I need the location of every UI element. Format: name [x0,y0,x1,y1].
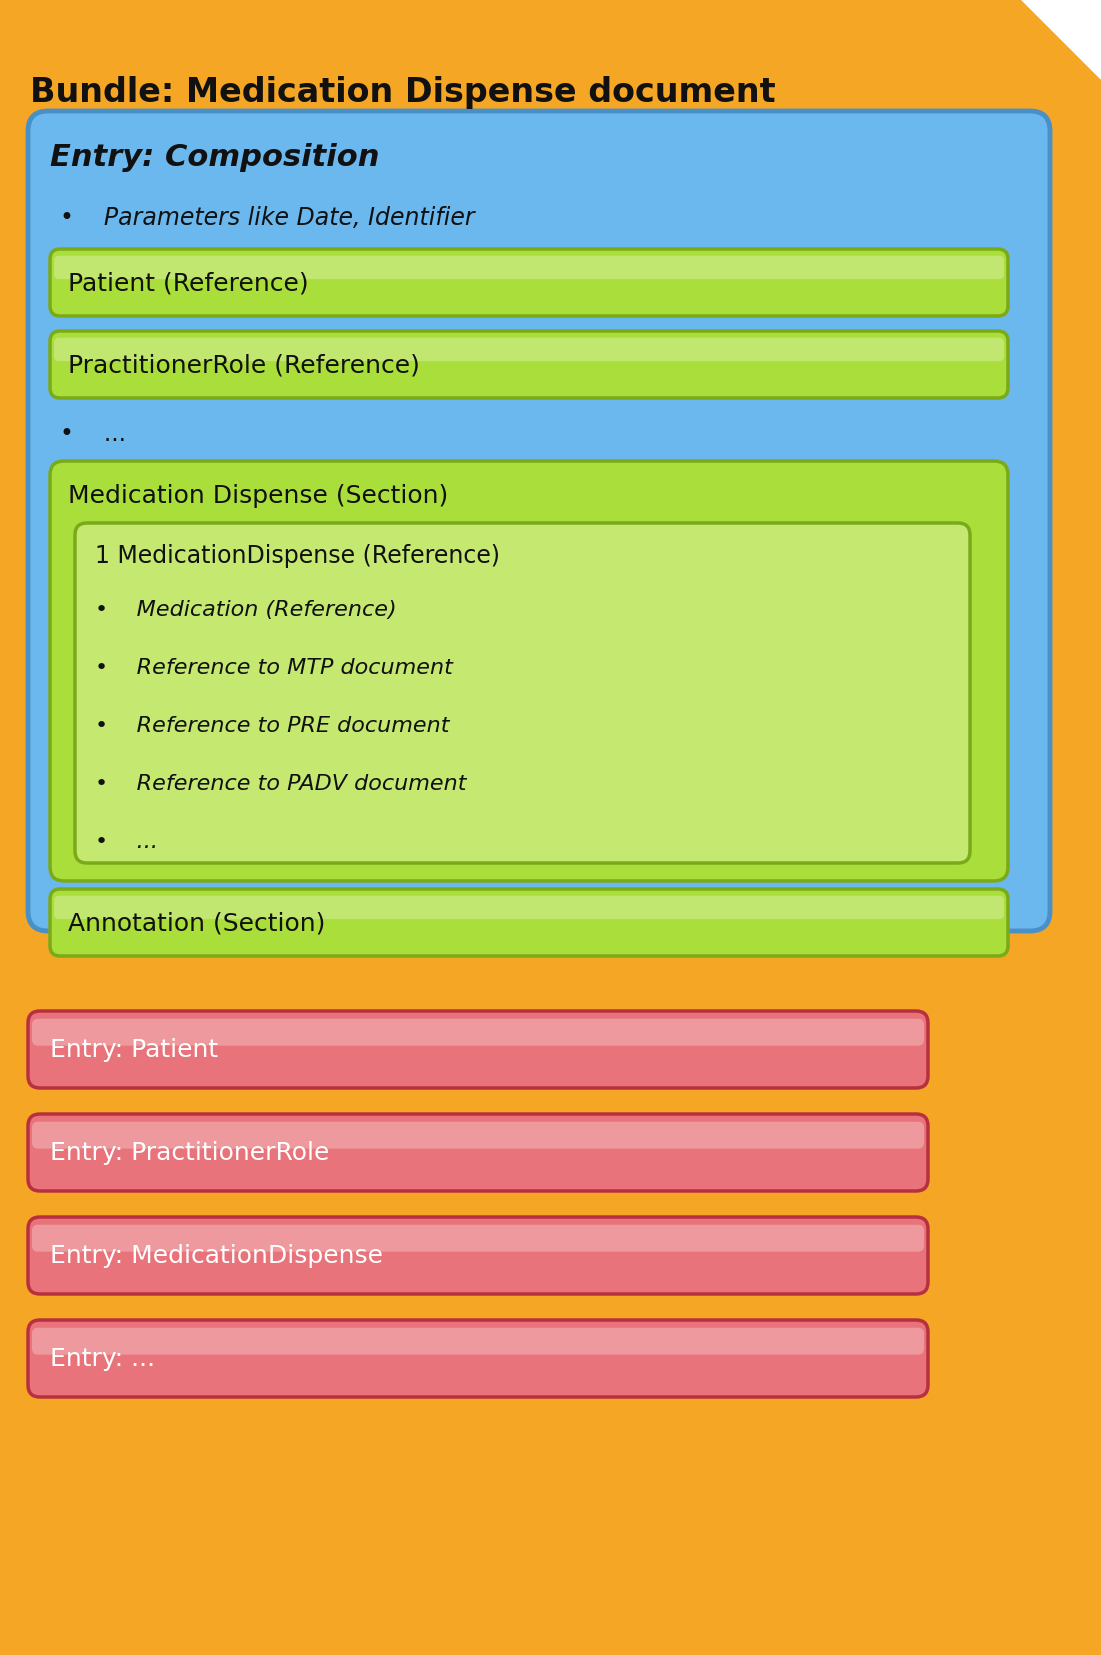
Text: PractitionerRole (Reference): PractitionerRole (Reference) [68,353,419,377]
Text: Bundle: Medication Dispense document: Bundle: Medication Dispense document [30,76,775,109]
FancyBboxPatch shape [50,250,1009,316]
FancyBboxPatch shape [28,1011,928,1089]
FancyBboxPatch shape [54,895,1004,920]
FancyBboxPatch shape [75,523,970,864]
Polygon shape [1021,0,1101,79]
FancyBboxPatch shape [28,1114,928,1192]
Text: Patient (Reference): Patient (Reference) [68,271,308,295]
Text: Annotation (Section): Annotation (Section) [68,910,326,935]
FancyBboxPatch shape [32,1019,924,1046]
Text: Entry: Composition: Entry: Composition [50,142,380,172]
Text: •    ...: • ... [59,422,126,445]
Text: Entry: MedicationDispense: Entry: MedicationDispense [50,1245,383,1268]
FancyBboxPatch shape [28,1321,928,1397]
FancyBboxPatch shape [28,113,1050,932]
Text: Entry: PractitionerRole: Entry: PractitionerRole [50,1140,329,1165]
Text: •    Medication (Reference): • Medication (Reference) [95,601,396,621]
Text: •    ...: • ... [95,832,159,852]
FancyBboxPatch shape [32,1225,924,1251]
FancyBboxPatch shape [50,331,1009,399]
FancyBboxPatch shape [50,462,1009,882]
FancyBboxPatch shape [50,889,1009,957]
FancyBboxPatch shape [32,1327,924,1355]
Text: 1 MedicationDispense (Reference): 1 MedicationDispense (Reference) [95,544,500,568]
Text: Medication Dispense (Section): Medication Dispense (Section) [68,485,448,508]
FancyBboxPatch shape [32,1122,924,1149]
Text: Entry: Patient: Entry: Patient [50,1038,218,1063]
Text: •    Reference to PADV document: • Reference to PADV document [95,775,467,794]
FancyBboxPatch shape [54,257,1004,280]
FancyBboxPatch shape [28,1218,928,1294]
Text: Entry: ...: Entry: ... [50,1347,155,1370]
Text: •    Reference to PRE document: • Reference to PRE document [95,717,449,736]
FancyBboxPatch shape [54,339,1004,362]
Text: •    Reference to MTP document: • Reference to MTP document [95,659,453,679]
Polygon shape [1021,0,1101,79]
Text: •    Parameters like Date, Identifier: • Parameters like Date, Identifier [59,205,475,230]
